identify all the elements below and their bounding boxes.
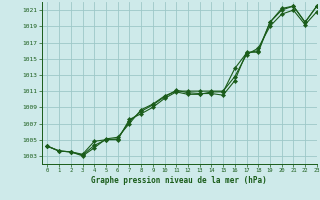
- X-axis label: Graphe pression niveau de la mer (hPa): Graphe pression niveau de la mer (hPa): [91, 176, 267, 185]
